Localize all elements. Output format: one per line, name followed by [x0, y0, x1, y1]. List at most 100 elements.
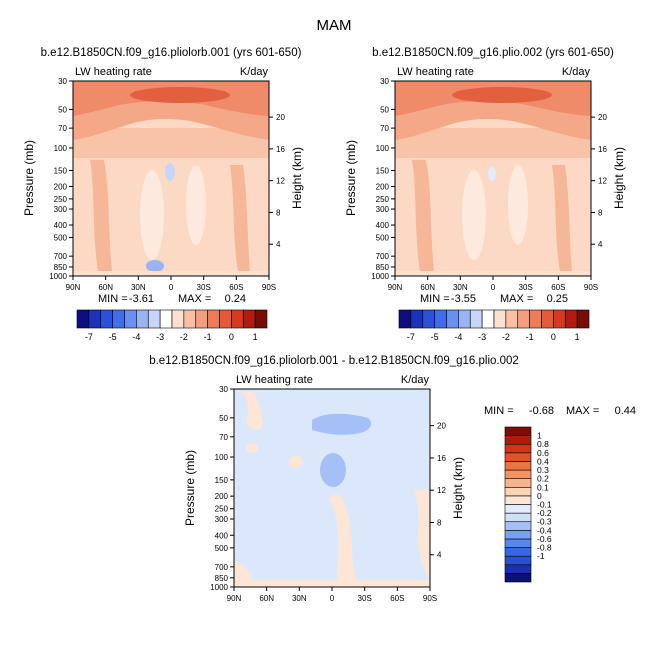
panel-1-height-axis: 4 8 12 16 20 — [269, 113, 285, 249]
colorbar-label: 0 — [551, 332, 556, 342]
panel-2: b.e12.B1850CN.f09_g16.plio.002 (yrs 601-… — [344, 47, 626, 342]
colorbar-label: -5 — [431, 332, 439, 342]
colorbar-swatch — [231, 309, 244, 329]
colorbar-swatch — [446, 309, 459, 329]
pressure-tick-label: 200 — [376, 182, 390, 191]
colorbar-label: 0.3 — [537, 465, 549, 475]
panel-1-plot — [73, 81, 269, 276]
heatmap-light-column-b — [186, 165, 206, 245]
panel-1-max-label: MAX = — [178, 293, 211, 305]
height-tick-label: 12 — [276, 177, 285, 186]
colorbar-label: 0.1 — [537, 482, 549, 492]
panel-3-height-axis: 4 8 12 16 20 — [430, 422, 446, 560]
colorbar-swatch — [136, 309, 149, 329]
heatmap-column-left — [90, 160, 112, 272]
pressure-tick-label: 50 — [380, 105, 389, 114]
height-tick-label: 8 — [598, 208, 603, 217]
panel-2-colorbar: -7 -5 -4 -3 -2 -1 0 1 — [398, 309, 590, 342]
height-tick-label: 8 — [437, 518, 442, 527]
latitude-tick-label: 60S — [390, 594, 404, 603]
pressure-tick-label: 850 — [215, 574, 229, 583]
colorbar-swatch — [504, 530, 532, 540]
colorbar-label: 0 — [537, 491, 542, 501]
panel-1-y2label: Height (km) — [290, 147, 304, 209]
latitude-tick-label: 0 — [330, 594, 335, 603]
pressure-tick-label: 850 — [54, 263, 68, 272]
pressure-tick-label: 500 — [376, 233, 390, 242]
colorbar-swatch — [493, 309, 507, 329]
panel-2-plot — [395, 81, 591, 276]
colorbar-swatch — [504, 564, 532, 574]
latitude-tick-label: 30S — [197, 283, 211, 292]
colorbar-swatch — [434, 309, 447, 329]
height-tick-label: 16 — [437, 454, 446, 463]
heatmap-max-core — [130, 87, 230, 103]
colorbar-label: -3 — [156, 332, 164, 342]
colorbar-swatch — [147, 309, 161, 329]
panel-2-max-label: MAX = — [500, 293, 533, 305]
colorbar-swatch — [458, 309, 471, 329]
panel-1-min-label: MIN = — [98, 293, 128, 305]
pressure-tick-label: 30 — [219, 385, 228, 394]
pressure-tick-label: 700 — [376, 252, 390, 261]
figure-title: MAM — [317, 17, 352, 34]
colorbar-swatch — [504, 512, 532, 523]
colorbar-swatch — [504, 555, 532, 566]
panel-2-min-value: -3.55 — [451, 293, 476, 305]
latitude-tick-label: 30S — [358, 594, 372, 603]
colorbar-label: -4 — [132, 332, 140, 342]
pressure-tick-label: 100 — [376, 144, 390, 153]
heatmap-positive-left-a — [246, 443, 258, 453]
colorbar-swatch — [504, 486, 532, 497]
pressure-tick-label: 200 — [54, 182, 68, 191]
panel-2-max-value: 0.25 — [547, 293, 568, 305]
colorbar-swatch — [529, 309, 542, 329]
colorbar-label: -5 — [109, 332, 117, 342]
colorbar-swatch — [504, 538, 532, 548]
panel-1-colorbar: -7 -5 -4 -3 -2 -1 0 1 — [76, 309, 268, 342]
pressure-tick-label: 850 — [376, 263, 390, 272]
latitude-tick-label: 60N — [98, 283, 113, 292]
pressure-tick-label: 70 — [58, 124, 67, 133]
colorbar-swatch — [183, 309, 197, 329]
heatmap-min-lower — [146, 260, 164, 272]
heatmap-column-right — [230, 165, 250, 272]
height-tick-label: 12 — [598, 177, 607, 186]
colorbar-swatch — [124, 309, 137, 329]
heatmap-column-left — [412, 160, 434, 272]
panel-3-colorbar: 10.80.60.40.30.20.10-0.1-0.2-0.3-0.4-0.6… — [504, 426, 552, 583]
height-tick-label: 16 — [276, 145, 285, 154]
pressure-tick-label: 250 — [54, 195, 68, 204]
panel-2-ylabel: Pressure (mb) — [344, 140, 358, 216]
panel-3-y2label: Height (km) — [451, 457, 465, 519]
heatmap-negative-core — [320, 453, 346, 487]
panel-3-title: b.e12.B1850CN.f09_g16.pliolorb.001 - b.e… — [149, 355, 519, 367]
latitude-tick-label: 30S — [519, 283, 533, 292]
colorbar-swatch — [159, 309, 173, 329]
panel-3-ylabel: Pressure (mb) — [183, 450, 197, 526]
pressure-tick-label: 300 — [215, 515, 229, 524]
colorbar-swatch — [254, 309, 268, 329]
pressure-tick-label: 150 — [215, 476, 229, 485]
panel-3-min-label: MIN = — [484, 405, 514, 417]
latitude-tick-label: 90S — [262, 283, 276, 292]
colorbar-label: 1 — [253, 332, 258, 342]
latitude-tick-label: 90N — [388, 283, 403, 292]
panel-2-min-label: MIN = — [420, 293, 450, 305]
panel-1-min-value: -3.61 — [129, 293, 154, 305]
panel-1: b.e12.B1850CN.f09_g16.pliolorb.001 (yrs … — [22, 47, 304, 342]
colorbar-swatch — [505, 309, 519, 329]
panel-2-variable: LW heating rate — [397, 66, 474, 78]
colorbar-label: -1 — [537, 551, 545, 561]
colorbar-label: 1 — [537, 431, 542, 441]
heatmap-light-column-a — [462, 170, 486, 260]
heatmap-positive-central — [328, 494, 358, 587]
panel-1-latitude-axis: 90N 60N 30N 0 30S 60S 90S — [66, 276, 276, 292]
pressure-tick-label: 400 — [376, 221, 390, 230]
height-tick-label: 4 — [437, 551, 442, 560]
latitude-tick-label: 60S — [229, 283, 243, 292]
colorbar-swatch — [504, 547, 532, 557]
colorbar-label: -1 — [526, 332, 534, 342]
colorbar-swatch — [517, 309, 530, 329]
